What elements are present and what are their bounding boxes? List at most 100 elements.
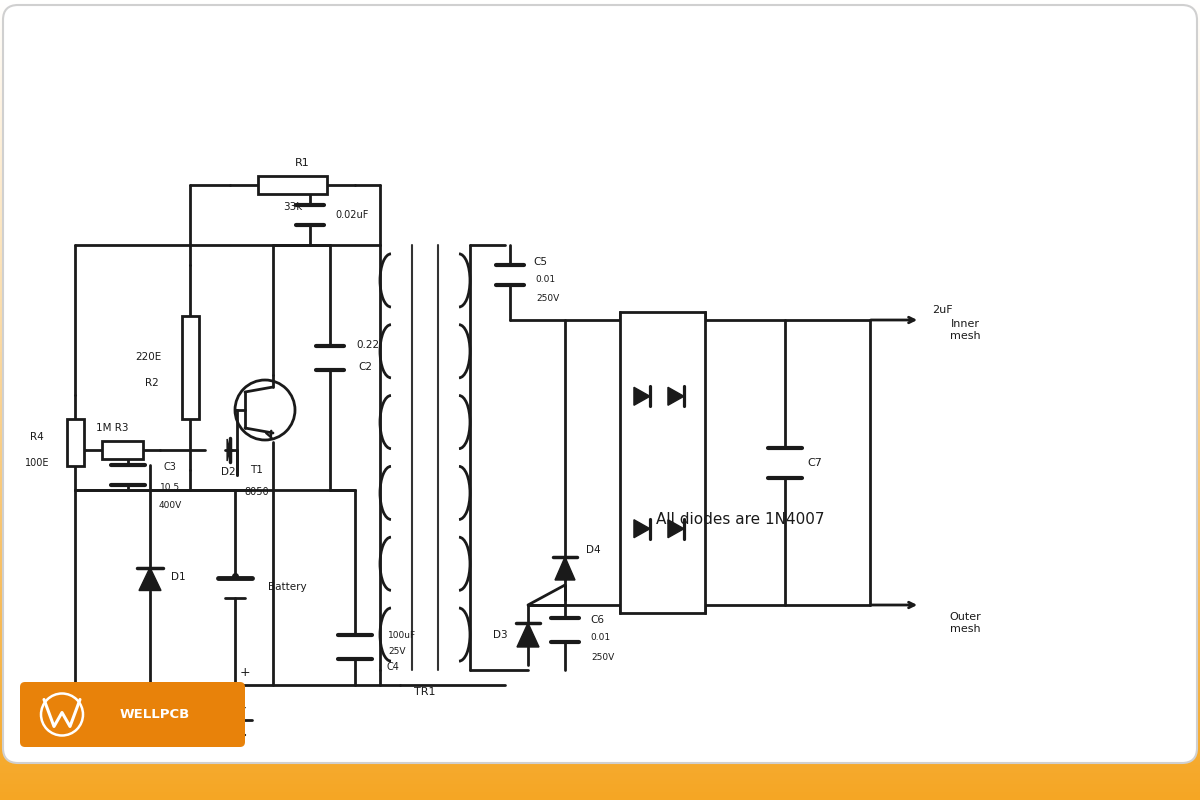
Bar — [0, 82, 1200, 86]
Bar — [0, 186, 1200, 190]
Bar — [0, 314, 1200, 318]
Bar — [0, 370, 1200, 374]
Bar — [0, 454, 1200, 456]
Bar — [0, 602, 1200, 606]
Bar — [0, 14, 1200, 16]
Bar — [0, 408, 1200, 410]
Bar — [0, 398, 1200, 400]
Bar — [0, 90, 1200, 94]
Bar — [0, 766, 1200, 768]
Bar — [0, 130, 1200, 134]
Bar — [0, 26, 1200, 30]
Bar — [0, 662, 1200, 664]
Bar — [0, 512, 1200, 514]
Bar — [0, 142, 1200, 144]
Bar — [0, 672, 1200, 674]
Bar — [0, 728, 1200, 730]
Bar — [0, 470, 1200, 472]
Bar — [0, 792, 1200, 794]
FancyBboxPatch shape — [20, 682, 245, 747]
Bar — [0, 278, 1200, 280]
Bar — [0, 282, 1200, 286]
Text: 25V: 25V — [389, 646, 406, 655]
Text: 8050: 8050 — [245, 487, 269, 497]
Bar — [0, 590, 1200, 592]
Text: 1M R3: 1M R3 — [96, 423, 128, 433]
Text: -: - — [240, 699, 246, 714]
Bar — [0, 688, 1200, 690]
Bar — [0, 286, 1200, 288]
Bar — [0, 608, 1200, 610]
Bar — [0, 382, 1200, 384]
Bar — [0, 546, 1200, 550]
Bar — [0, 16, 1200, 18]
Bar — [0, 144, 1200, 146]
Bar — [0, 176, 1200, 178]
Bar — [0, 200, 1200, 202]
Bar — [0, 250, 1200, 254]
Bar — [0, 208, 1200, 210]
Text: 100uF: 100uF — [388, 630, 416, 639]
Bar — [0, 110, 1200, 112]
Bar — [0, 654, 1200, 656]
Bar — [0, 40, 1200, 42]
Bar — [0, 472, 1200, 474]
Bar — [0, 798, 1200, 800]
Text: 250V: 250V — [536, 294, 559, 302]
Bar — [0, 338, 1200, 342]
Bar — [0, 248, 1200, 250]
Text: Battery: Battery — [268, 582, 306, 593]
Text: R1: R1 — [295, 158, 310, 168]
Bar — [0, 638, 1200, 640]
Bar — [0, 658, 1200, 662]
Bar — [0, 134, 1200, 136]
Bar — [0, 778, 1200, 782]
Bar — [0, 50, 1200, 54]
Bar — [0, 418, 1200, 422]
Bar — [0, 320, 1200, 322]
Bar — [0, 374, 1200, 376]
Bar — [0, 34, 1200, 38]
Bar — [0, 424, 1200, 426]
Bar — [0, 152, 1200, 154]
Bar — [0, 174, 1200, 176]
Bar — [0, 336, 1200, 338]
Bar — [0, 64, 1200, 66]
Bar — [0, 430, 1200, 432]
Bar — [0, 312, 1200, 314]
Bar — [0, 566, 1200, 568]
Bar — [0, 168, 1200, 170]
Text: 220E: 220E — [134, 353, 161, 362]
Bar — [0, 48, 1200, 50]
Bar — [0, 216, 1200, 218]
Bar — [0, 646, 1200, 648]
Bar — [0, 634, 1200, 638]
Bar — [0, 720, 1200, 722]
Bar — [0, 38, 1200, 40]
Bar — [0, 342, 1200, 344]
Bar — [0, 74, 1200, 78]
Bar — [0, 354, 1200, 358]
Bar — [0, 752, 1200, 754]
Bar — [0, 494, 1200, 496]
Text: T1: T1 — [251, 465, 264, 475]
Bar — [0, 78, 1200, 80]
Bar — [0, 776, 1200, 778]
FancyBboxPatch shape — [2, 5, 1198, 763]
Bar — [0, 474, 1200, 478]
Bar — [0, 328, 1200, 330]
Bar — [0, 570, 1200, 574]
Bar — [0, 234, 1200, 238]
Bar — [0, 664, 1200, 666]
Bar — [0, 674, 1200, 678]
Bar — [0, 310, 1200, 312]
Bar — [0, 120, 1200, 122]
Bar — [0, 416, 1200, 418]
Bar — [0, 702, 1200, 704]
Bar — [0, 22, 1200, 24]
Polygon shape — [139, 567, 161, 590]
Bar — [0, 146, 1200, 150]
Bar — [0, 786, 1200, 790]
Bar — [0, 438, 1200, 440]
Bar — [0, 154, 1200, 158]
